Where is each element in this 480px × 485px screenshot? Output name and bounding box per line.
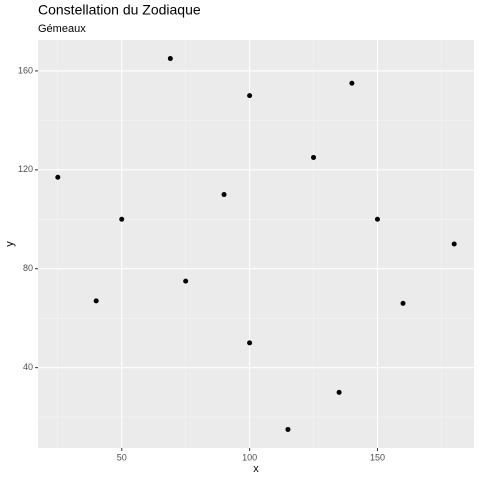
point	[336, 389, 342, 395]
point	[55, 174, 61, 180]
x-tick-label: 50	[117, 452, 127, 462]
y-tick-label: 40	[23, 362, 33, 372]
y-tick-label: 160	[18, 65, 33, 75]
x-tick-label: 150	[370, 452, 385, 462]
point	[247, 93, 253, 99]
point	[374, 216, 380, 222]
chart-title: Constellation du Zodiaque	[38, 2, 201, 18]
y-tick-label: 120	[18, 164, 33, 174]
x-axis-label: x	[253, 463, 259, 475]
point	[285, 426, 291, 432]
x-tick-label: 100	[242, 452, 257, 462]
y-tick-label: 80	[23, 263, 33, 273]
plot-panel	[38, 40, 474, 448]
point	[183, 278, 189, 284]
y-axis-label: y	[4, 241, 16, 247]
point	[93, 298, 99, 304]
point	[311, 154, 317, 160]
point	[400, 300, 406, 306]
point	[119, 216, 125, 222]
point	[349, 80, 355, 86]
point	[247, 340, 253, 346]
point	[221, 192, 227, 198]
point	[167, 56, 173, 62]
chart-subtitle: Gémeaux	[38, 23, 86, 35]
point	[451, 241, 457, 247]
